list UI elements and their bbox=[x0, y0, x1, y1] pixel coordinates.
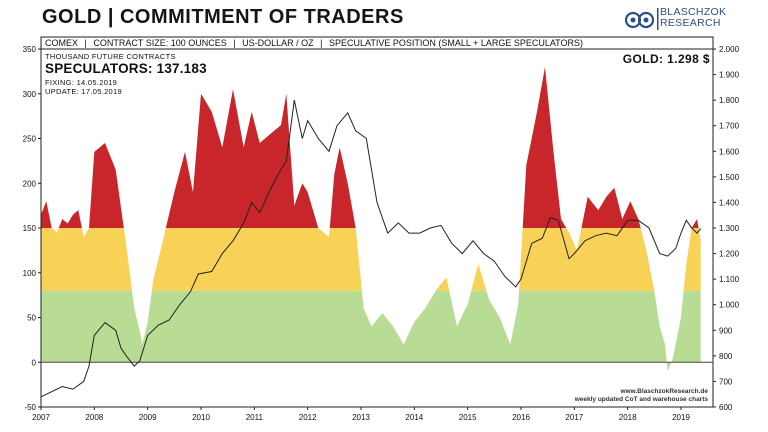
right-tick-label: 1.600 bbox=[719, 147, 740, 156]
watermark-subtitle: weekly updated CoT and warehouse charts bbox=[574, 396, 708, 403]
right-tick-label: 1.400 bbox=[719, 198, 740, 207]
x-tick-label: 2018 bbox=[619, 413, 637, 422]
left-tick-label: 250 bbox=[23, 135, 37, 144]
x-tick-label: 2010 bbox=[192, 413, 210, 422]
left-tick-label: 200 bbox=[23, 179, 37, 188]
header-sep-1: | bbox=[84, 38, 87, 48]
watermark-url: www.BlaschzokResearch.de bbox=[620, 388, 708, 395]
header-sep-2: | bbox=[233, 38, 236, 48]
right-tick-label: 1.900 bbox=[719, 71, 740, 80]
header-item-exchange: COMEX bbox=[45, 38, 79, 48]
right-tick-label: 700 bbox=[719, 377, 733, 386]
chart-axes: 350 300 250 200 150 100 50 0 -50 2.000 1.900 1.800 1… bbox=[23, 36, 740, 422]
chart-header-bar: COMEX | CONTRACT SIZE: 100 OUNCES | US-D… bbox=[41, 37, 713, 49]
fixing-date: FIXING: 14.05.2019 bbox=[45, 78, 118, 87]
header-sep-3: | bbox=[320, 38, 323, 48]
x-tick-label: 2011 bbox=[246, 413, 264, 422]
left-tick-label: 300 bbox=[23, 90, 37, 99]
update-date: UPDATE: 17.05.2019 bbox=[45, 87, 122, 96]
band-green bbox=[41, 290, 701, 363]
right-tick-label: 1.100 bbox=[719, 275, 740, 284]
x-tick-label: 2008 bbox=[85, 413, 103, 422]
x-tick-label: 2019 bbox=[672, 413, 690, 422]
left-tick-label: -50 bbox=[24, 403, 36, 412]
gold-price-line-layer bbox=[41, 99, 702, 398]
band-yellow bbox=[41, 228, 701, 291]
right-tick-label: 2.000 bbox=[719, 45, 740, 54]
gold-price-line bbox=[41, 99, 702, 398]
x-tick-label: 2015 bbox=[459, 413, 477, 422]
plot-frame bbox=[40, 36, 714, 408]
right-tick-label: 1.000 bbox=[719, 301, 740, 310]
chart-title: GOLD | COMMITMENT OF TRADERS bbox=[42, 6, 404, 28]
x-tick-label: 2007 bbox=[32, 413, 50, 422]
header-item-contract-size: CONTRACT SIZE: 100 OUNCES bbox=[93, 38, 227, 48]
right-tick-label: 1.200 bbox=[719, 250, 740, 259]
blaschzok-logo-icon bbox=[624, 8, 659, 30]
logo-text: BLASCHZOK RESEARCH bbox=[660, 7, 726, 29]
watermark: www.BlaschzokResearch.de weekly updated … bbox=[575, 388, 708, 404]
x-tick-label: 2013 bbox=[352, 413, 370, 422]
x-tick-label: 2016 bbox=[512, 413, 530, 422]
right-tick-label: 800 bbox=[719, 352, 733, 361]
x-tick-label: 2014 bbox=[405, 413, 423, 422]
right-tick-label: 1.700 bbox=[719, 122, 740, 131]
x-tick-label: 2012 bbox=[299, 413, 317, 422]
left-tick-label: 350 bbox=[23, 45, 37, 54]
speculators-value: SPECULATORS: 137.183 bbox=[45, 61, 207, 76]
left-tick-label: 150 bbox=[23, 224, 37, 233]
logo-line-2: RESEARCH bbox=[660, 17, 721, 29]
header-item-currency: US-DOLLAR / OZ bbox=[242, 38, 314, 48]
header-item-position: SPECULATIVE POSITION (SMALL + LARGE SPEC… bbox=[329, 38, 584, 48]
right-tick-label: 1.500 bbox=[719, 173, 740, 182]
right-tick-label: 900 bbox=[719, 326, 733, 335]
left-tick-label: 0 bbox=[32, 358, 37, 367]
right-tick-label: 1.300 bbox=[719, 224, 740, 233]
x-tick-label: 2017 bbox=[565, 413, 583, 422]
gold-price-label: GOLD: 1.298 $ bbox=[622, 52, 710, 66]
left-tick-label: 50 bbox=[27, 314, 36, 323]
x-tick-label: 2009 bbox=[139, 413, 157, 422]
logo-line-1: BLASCHZOK bbox=[660, 6, 727, 18]
units-label: THOUSAND FUTURE CONTRACTS bbox=[45, 52, 176, 61]
right-tick-label: 600 bbox=[719, 403, 733, 412]
right-tick-label: 1.800 bbox=[719, 96, 740, 105]
left-tick-label: 100 bbox=[23, 269, 37, 278]
